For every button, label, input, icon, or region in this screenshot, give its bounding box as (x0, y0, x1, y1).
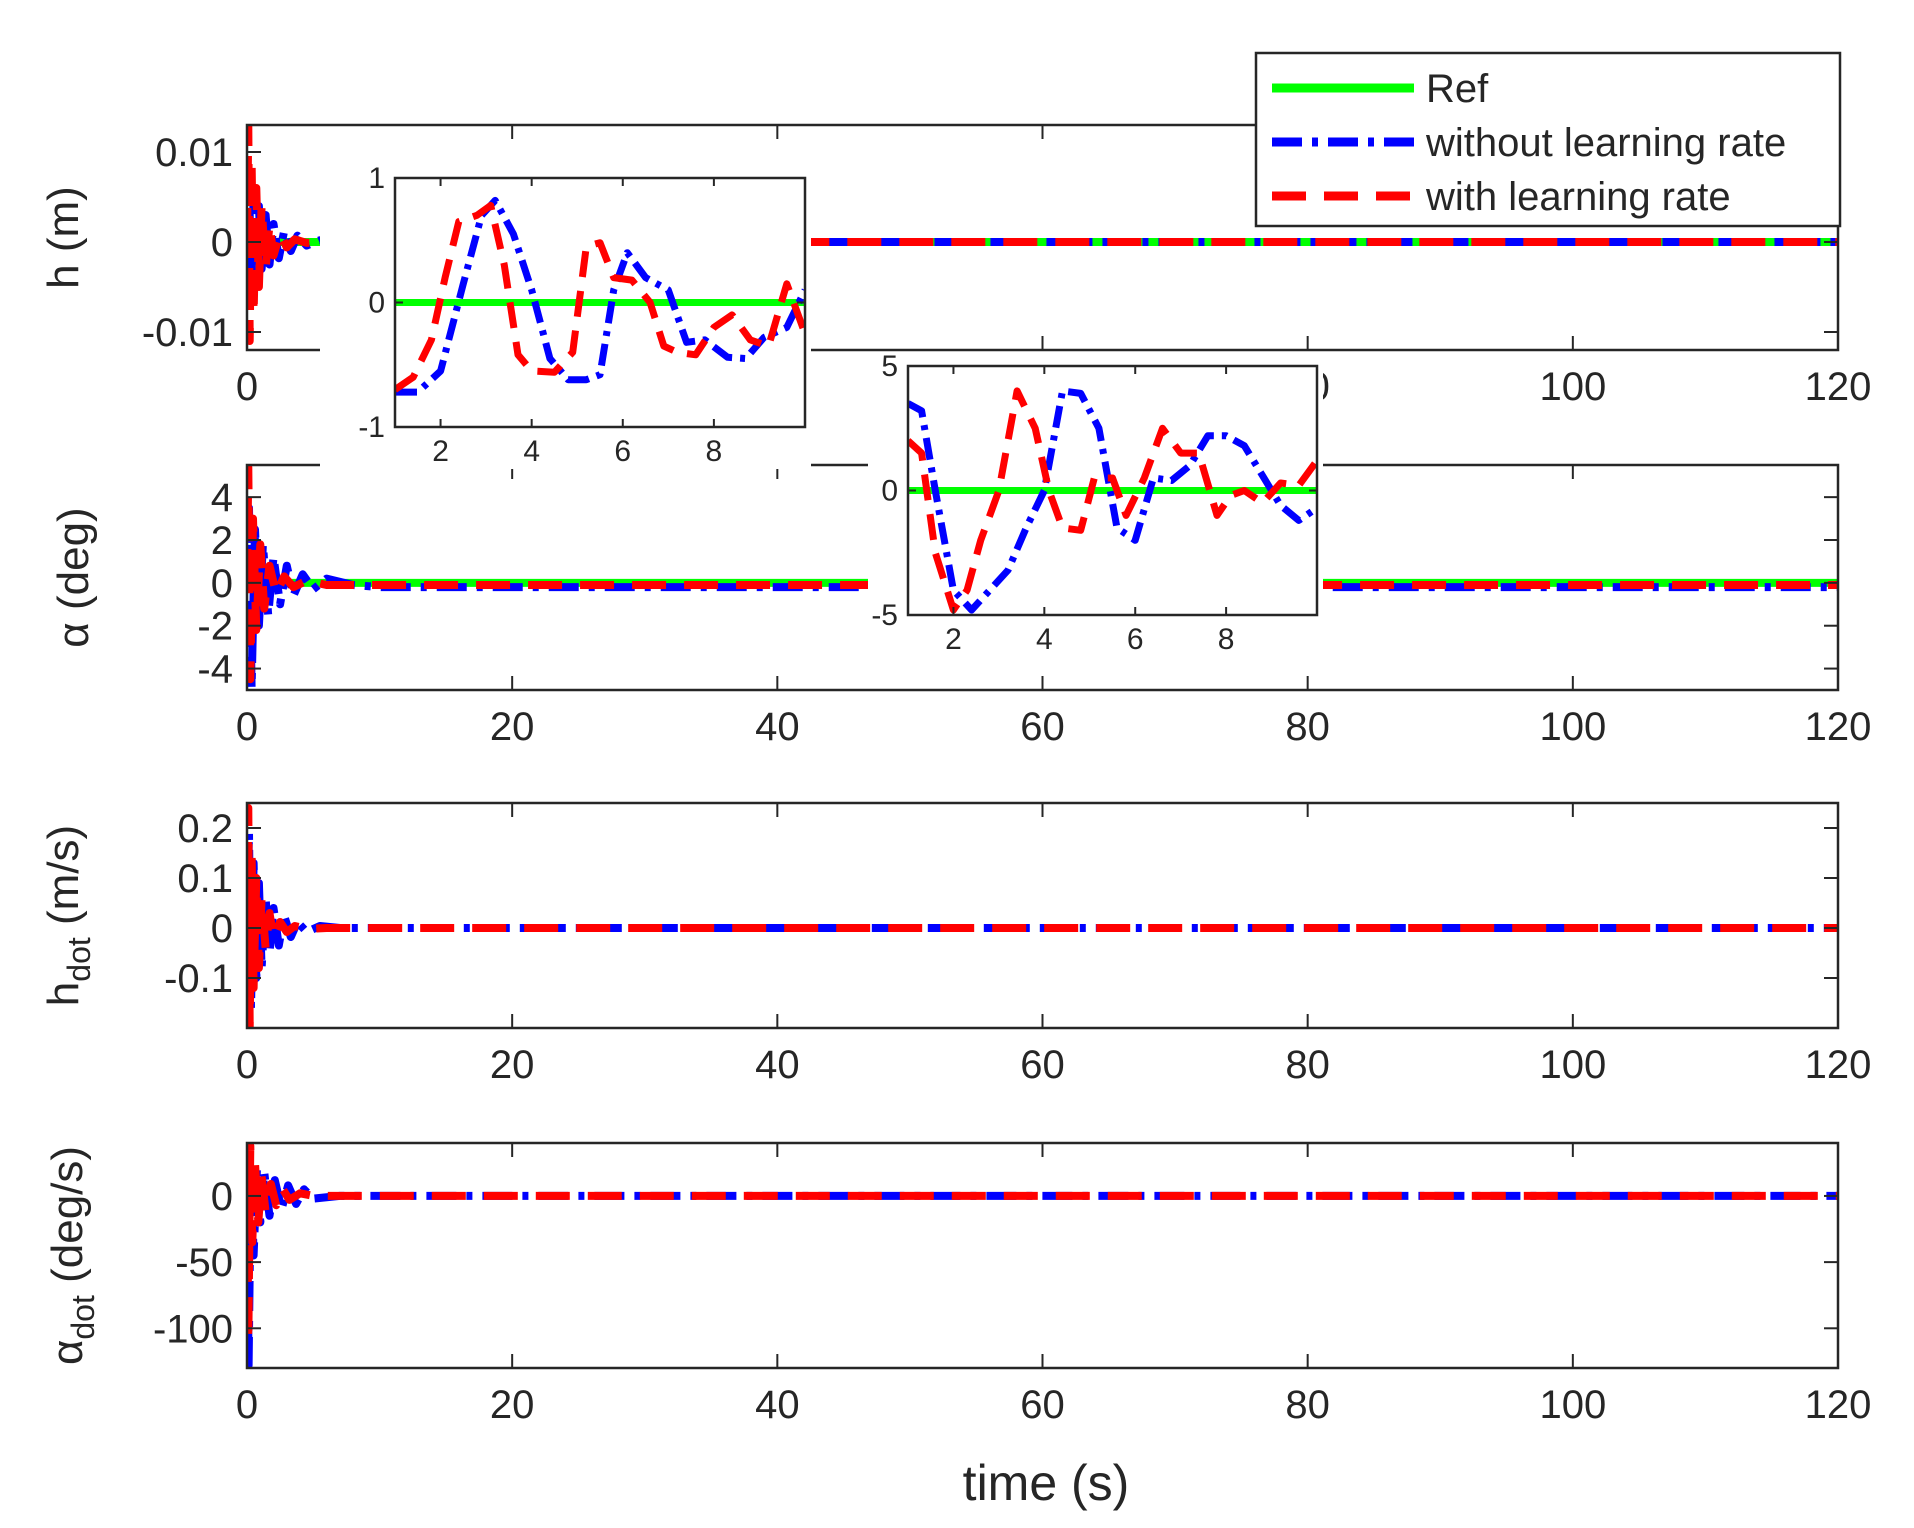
x-tick-label: 2 (432, 435, 449, 468)
legend-label-ref: Ref (1426, 67, 1489, 111)
y-tick-label: 5 (881, 350, 898, 383)
y-tick-label: 0 (368, 287, 385, 320)
y-tick-label: -0.01 (142, 311, 233, 355)
y-axis-label: α (deg) (49, 507, 98, 647)
y-tick-label: -100 (153, 1307, 233, 1351)
x-tick-label: 120 (1805, 365, 1872, 409)
y-tick-label: 1 (368, 162, 385, 195)
y-tick-label: -5 (871, 599, 898, 632)
x-tick-label: 120 (1805, 1043, 1872, 1087)
inset-1: 2 4 6 8 -1 0 1 (358, 162, 807, 468)
y-tick-label: -0.1 (164, 957, 233, 1001)
x-tick-label: 20 (490, 1043, 535, 1087)
legend-label-with-learning-rate: with learning rate (1425, 175, 1731, 219)
y-tick-label: -2 (197, 605, 233, 649)
x-tick-label: 8 (1218, 623, 1235, 656)
x-tick-label: 100 (1539, 1043, 1606, 1087)
inset-2-series (908, 387, 1317, 614)
inset-2: 2 4 6 8 -5 0 5 (871, 350, 1319, 656)
series-line-with-learning-rate (247, 125, 1838, 345)
y-tick-label: 0.1 (177, 857, 233, 901)
inset-1-container: 2 4 6 8 -1 0 1 (320, 162, 811, 469)
series-line-without-learning-rate (395, 196, 805, 396)
x-tick-label: 2 (945, 623, 962, 656)
y-tick-label: 0 (211, 562, 233, 606)
x-tick-label: 4 (523, 435, 540, 468)
x-tick-label: 40 (755, 705, 800, 749)
inset-1-series (395, 196, 805, 396)
x-tick-label: 20 (490, 705, 535, 749)
y-tick-label: 0 (881, 475, 898, 508)
x-tick-label: 4 (1036, 623, 1053, 656)
x-tick-label: 0 (236, 365, 258, 409)
inset-2-container: 2 4 6 8 -5 0 5 (868, 350, 1323, 657)
y-tick-label: 0 (211, 221, 233, 265)
y-tick-label: 4 (211, 476, 233, 520)
y-tick-label: -50 (175, 1241, 233, 1285)
x-tick-label: 80 (1285, 1383, 1330, 1427)
x-tick-label: 80 (1285, 1043, 1330, 1087)
inset-plots: 2 4 6 8 -1 0 1 2 4 6 8 -5 0 5 (320, 162, 1323, 657)
subplot-3-background (247, 803, 1838, 1028)
x-tick-label: 20 (490, 1383, 535, 1427)
legend: Ref without learning rate with learning … (1254, 51, 1842, 228)
x-tick-label: 0 (236, 705, 258, 749)
x-tick-label: 100 (1539, 365, 1606, 409)
x-tick-label: 60 (1020, 1383, 1065, 1427)
x-tick-label: 60 (1020, 1043, 1065, 1087)
legend-label-without-learning-rate: without learning rate (1425, 121, 1786, 165)
y-tick-label: -4 (197, 648, 233, 692)
y-axis-label: h (m) (39, 186, 88, 289)
series-line-with-learning-rate (247, 804, 1838, 1028)
subplot-4-series (247, 1143, 1838, 1368)
x-tick-label: 120 (1805, 705, 1872, 749)
series-line-with-learning-rate (247, 465, 1838, 684)
y-axis-label: αdot (deg/s) (43, 1146, 101, 1365)
x-tick-label: 60 (1020, 705, 1065, 749)
series-line-with-learning-rate (247, 1143, 1838, 1346)
subplot-4: 0 20 40 60 80 100 120 -100 -50 0 αdot (deg/s) (43, 1141, 1872, 1427)
subplot-4-background (247, 1143, 1838, 1368)
x-axis-label: time (s) (963, 1455, 1130, 1511)
series-line-with-learning-rate (395, 201, 805, 393)
x-tick-label: 6 (1127, 623, 1144, 656)
x-tick-label: 6 (614, 435, 631, 468)
x-tick-label: 80 (1285, 705, 1330, 749)
x-tick-label: 40 (755, 1383, 800, 1427)
y-tick-label: 0 (211, 1175, 233, 1219)
x-tick-label: 100 (1539, 705, 1606, 749)
y-tick-label: 0.01 (155, 131, 233, 175)
y-tick-label: -1 (358, 411, 385, 444)
x-tick-label: 120 (1805, 1383, 1872, 1427)
y-tick-label: 0 (211, 907, 233, 951)
series-line-with-learning-rate (908, 387, 1317, 614)
y-tick-label: 2 (211, 519, 233, 563)
x-tick-label: 100 (1539, 1383, 1606, 1427)
subplot-3-series (247, 804, 1838, 1028)
y-axis-label: hdot (m/s) (39, 825, 97, 1006)
x-tick-label: 0 (236, 1043, 258, 1087)
x-tick-label: 40 (755, 1043, 800, 1087)
x-tick-label: 8 (706, 435, 723, 468)
y-tick-label: 0.2 (177, 807, 233, 851)
x-tick-label: 0 (236, 1383, 258, 1427)
